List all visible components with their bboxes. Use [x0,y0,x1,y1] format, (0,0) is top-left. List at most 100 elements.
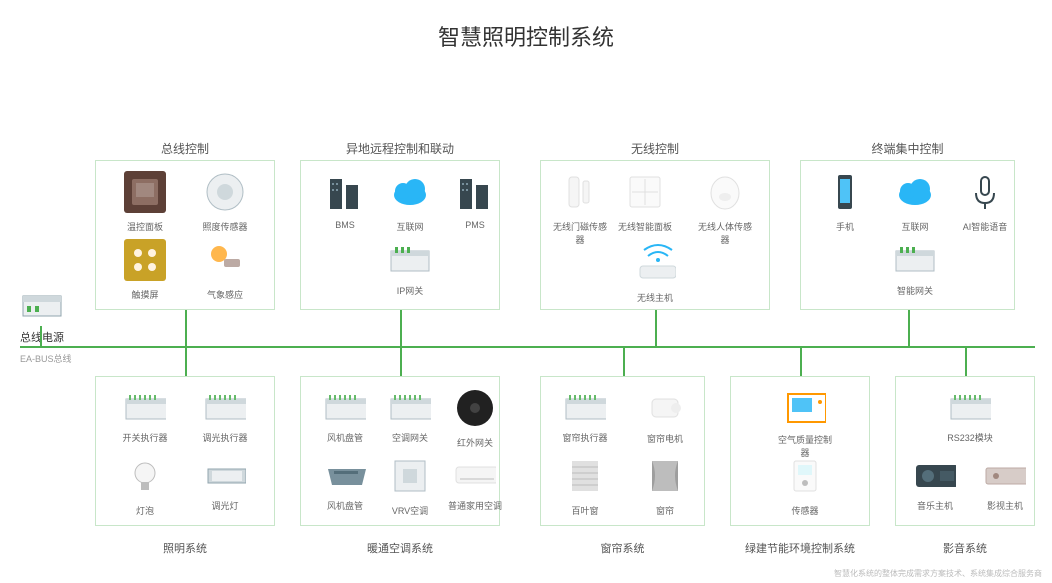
building-icon [454,171,496,213]
cassette-icon [389,455,431,497]
phone-icon [824,171,866,213]
bulb-icon [124,455,166,497]
group-box: BMS互联网PMSIP网关 [300,160,500,310]
connector [185,346,187,376]
section-label: 绿建节能环境控制系统 [730,540,870,556]
device-item: 照度传感器 [196,171,254,233]
device-item: 调光灯 [196,455,254,512]
av-box-icon [984,455,1026,497]
device-item: 窗帘执行器 [556,387,614,444]
mic-icon [964,171,1006,213]
section-label: 异地远程控制和联动 [300,140,500,157]
device-item: 百叶窗 [556,455,614,517]
device-item: 空气质量控制器 [776,387,834,459]
device-item: RS232模块 [941,387,999,444]
device-item: 无线智能面板 [616,171,674,233]
sensor-round-icon [204,171,246,213]
device-item: 风机盘管 [316,387,374,444]
device-item: 影视主机 [976,455,1034,512]
device-item: VRV空调 [381,455,439,517]
group-box: 手机互联网AI智能语音智能网关 [800,160,1015,310]
gateway-icon [389,239,431,281]
weather-icon [204,239,246,281]
footer-text: 智慧化系统的整体完成需求方案技术、系统集成综合服务商 [834,568,1042,579]
bus-line [20,346,1035,348]
group-box: 温控面板照度传感器触摸屏气象感应 [95,160,275,310]
media-icon [914,455,956,497]
device-item: 手机 [816,171,874,233]
env-sensor-icon [784,455,826,497]
device-item: 窗帘电机 [636,387,694,445]
page-title: 智慧照明控制系统 [0,0,1052,62]
device-item: 窗帘 [636,455,694,517]
device-item: 灯泡 [116,455,174,517]
cloud-icon [894,171,936,213]
aqm-icon [784,387,826,429]
device-item: PMS [446,171,504,230]
pir-icon [704,171,746,213]
device-item: 智能网关 [886,239,944,297]
section-label: 无线控制 [540,140,770,157]
relay-icon [324,387,366,429]
motor-icon [644,387,686,429]
wall-switch-icon [624,171,666,213]
group-box: 开关执行器调光执行器灯泡调光灯 [95,376,275,526]
connector [623,346,625,376]
cloud-icon [389,171,431,213]
section-label: 暖通空调系统 [300,540,500,556]
connector [400,346,402,376]
device-item: 互联网 [886,171,944,233]
device-item: 开关执行器 [116,387,174,444]
downlight-icon [204,455,246,497]
device-item: 气象感应 [196,239,254,301]
power-supply: 总线电源 [20,285,64,345]
section-label: 终端集中控制 [800,140,1015,157]
section-label: 总线控制 [95,140,275,157]
relay-icon [389,387,431,429]
blinds-icon [564,455,606,497]
gateway-icon [894,239,936,281]
device-item: 无线主机 [626,239,684,304]
relay-icon [124,387,166,429]
psu-icon [21,285,63,327]
fcu-icon [324,455,366,497]
connector [965,346,967,376]
panel-dark-icon [124,171,166,213]
device-item: 无线门磁传感器 [551,171,609,246]
device-item: 空调网关 [381,387,439,444]
connector [655,310,657,346]
group-box: 无线门磁传感器无线智能面板无线人体传感器无线主机 [540,160,770,310]
door-sensor-icon [559,171,601,213]
device-item: 风机盘管 [316,455,374,512]
device-item: 无线人体传感器 [696,171,754,246]
device-item: 温控面板 [116,171,174,233]
ac-unit-icon [454,455,496,497]
ir-round-icon [454,387,496,429]
device-item: 触摸屏 [116,239,174,301]
building-icon [324,171,366,213]
connector [908,310,910,346]
relay-icon [564,387,606,429]
device-item: 普通家用空调 [446,455,504,512]
device-item: 音乐主机 [906,455,964,512]
section-label: 照明系统 [95,540,275,556]
touch-panel-icon [124,239,166,281]
curtain-icon [644,455,686,497]
section-label: 窗帘系统 [540,540,705,556]
connector [800,346,802,376]
device-item: AI智能语音 [956,171,1014,233]
connector [185,310,187,346]
group-box: 空气质量控制器传感器 [730,376,870,526]
group-box: 风机盘管空调网关红外网关风机盘管VRV空调普通家用空调 [300,376,500,526]
device-item: 红外网关 [446,387,504,449]
relay-icon [204,387,246,429]
group-box: 窗帘执行器窗帘电机百叶窗窗帘 [540,376,705,526]
device-item: BMS [316,171,374,230]
device-item: 调光执行器 [196,387,254,444]
wifi-hub-icon [634,239,676,281]
device-item: IP网关 [381,239,439,297]
device-item: 互联网 [381,171,439,233]
relay-icon [949,387,991,429]
psu-vline [40,326,42,346]
connector [400,310,402,346]
